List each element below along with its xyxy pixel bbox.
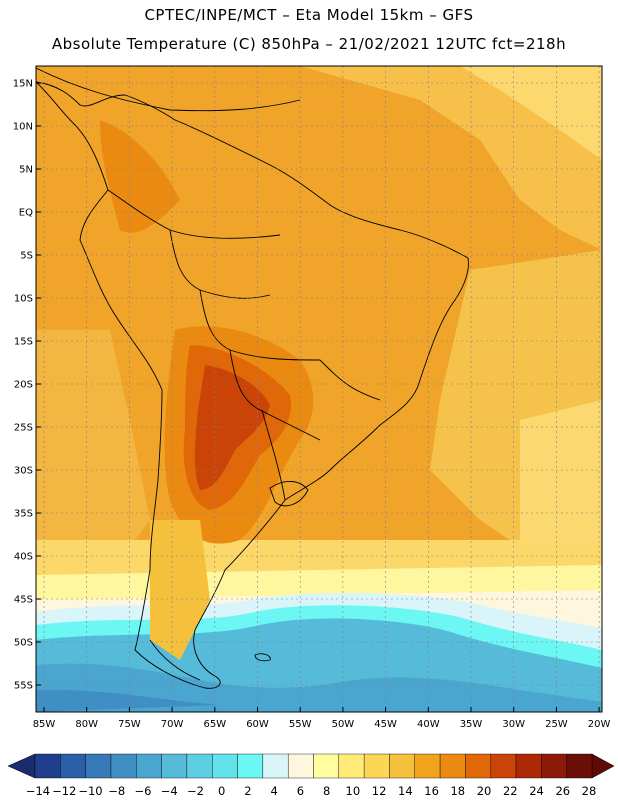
- colorbar-swatch: [338, 753, 365, 779]
- colorbar-swatch: [85, 753, 112, 779]
- colorbar-label: 16: [424, 784, 439, 798]
- lat-label: 25S: [14, 423, 33, 434]
- lon-label: 60W: [246, 719, 269, 730]
- colorbar-label: −14: [26, 784, 50, 798]
- uruguay-coast: [269, 481, 309, 507]
- colorbar-label: −12: [52, 784, 76, 798]
- tierra-del-fuego-coast: [149, 639, 201, 681]
- lat-label: 40S: [14, 552, 33, 563]
- colorbar-label: 4: [270, 784, 277, 798]
- colorbar-swatch: [414, 753, 441, 779]
- colorbar-swatch: [465, 753, 491, 779]
- falklands-coast: [254, 653, 271, 662]
- lon-label: 65W: [203, 719, 226, 730]
- colorbar-label: 12: [372, 784, 387, 798]
- coastline-layer: [36, 67, 469, 689]
- lat-label: 45S: [14, 595, 33, 606]
- lat-label: 10S: [14, 294, 33, 305]
- field-pacific-west: [36, 330, 150, 560]
- temperature-colorbar: −14 −12 −10 −8 −6 −4 −2 0 2 4 6 8 10 12 14 16 18 20 22 24 26…: [7, 753, 615, 798]
- colorbar-label: −2: [187, 784, 204, 798]
- colorbar-swatch: [186, 753, 213, 779]
- colorbar-label: 24: [529, 784, 544, 798]
- colorbar-swatch: [541, 753, 567, 779]
- colorbar-swatch: [34, 753, 61, 779]
- lat-label: 55S: [14, 681, 33, 692]
- colorbar-swatch: [212, 753, 238, 779]
- country-borders: [107, 189, 381, 501]
- colorbar-swatch: [566, 753, 593, 779]
- lat-label: 20S: [14, 380, 33, 391]
- lon-label: 30W: [502, 719, 525, 730]
- lat-label: 15S: [14, 337, 33, 348]
- lon-label: 55W: [289, 719, 312, 730]
- colorbar-swatch: [110, 753, 137, 779]
- lon-label: 85W: [33, 719, 56, 730]
- colorbar-swatch: [490, 753, 517, 779]
- map-title-line1: CPTEC/INPE/MCT – Eta Model 15km – GFS: [144, 6, 474, 24]
- colorbar-swatch: [287, 753, 314, 779]
- colorbar-label: 8: [323, 784, 330, 798]
- lat-label: 15N: [13, 79, 33, 90]
- lat-lon-grid: [36, 66, 602, 712]
- field-atlantic-north: [300, 66, 602, 250]
- colorbar-label: 14: [398, 784, 413, 798]
- latitude-axis: 15N 10N 5N EQ 5S 10S 15S 20S 25S 30S 35S 40S 45S 50S 5…: [13, 79, 41, 692]
- lon-label: 80W: [75, 719, 98, 730]
- lat-label: 30S: [14, 466, 33, 477]
- field-andes-north: [100, 120, 180, 233]
- field-cold-5: [36, 689, 220, 712]
- lon-label: 40W: [417, 719, 440, 730]
- colorbar-swatch: [515, 753, 542, 779]
- lat-label: 10N: [13, 122, 33, 133]
- lon-label: 70W: [161, 719, 184, 730]
- colorbar-swatch: [161, 753, 188, 779]
- lon-label: 75W: [118, 719, 141, 730]
- colorbar-label: −4: [161, 784, 178, 798]
- colorbar-swatch: [363, 753, 390, 779]
- colorbar-label: 18: [450, 784, 465, 798]
- lat-label: 50S: [14, 638, 33, 649]
- lon-label: 20W: [588, 719, 611, 730]
- colorbar-label: 22: [503, 784, 518, 798]
- colorbar-swatch: [262, 753, 289, 779]
- colorbar-swatch: [389, 753, 415, 779]
- colorbar-swatch: [60, 753, 86, 779]
- lat-label: 5N: [19, 165, 33, 176]
- colorbar-label: 2: [244, 784, 251, 798]
- lat-label: 5S: [20, 251, 33, 262]
- colorbar-swatch: [136, 753, 162, 779]
- colorbar-label: 0: [218, 784, 225, 798]
- south-america-coastline: [36, 81, 469, 689]
- field-atlantic-north-light: [460, 66, 602, 160]
- colorbar-swatch: [439, 753, 466, 779]
- colorbar-label: −8: [108, 784, 125, 798]
- field-hottest-region: [194, 365, 270, 490]
- map-frame: [35, 65, 603, 713]
- colorbar-label: −6: [134, 784, 151, 798]
- temperature-field: [36, 66, 602, 712]
- colorbar-swatch: [313, 753, 340, 779]
- field-patagonia: [150, 520, 210, 660]
- lat-label: EQ: [19, 208, 33, 219]
- colorbar-label: 20: [477, 784, 492, 798]
- lon-label: 50W: [332, 719, 355, 730]
- colorbar-label: 6: [297, 784, 304, 798]
- caribbean-coast: [36, 67, 301, 112]
- lon-label: 45W: [374, 719, 397, 730]
- lon-label: 35W: [460, 719, 483, 730]
- colorbar-over-arrow: [591, 753, 615, 779]
- field-cold-4: [36, 663, 602, 712]
- lat-label: 35S: [14, 509, 33, 520]
- map-title-line2: Absolute Temperature (C) 850hPa – 21/02/…: [51, 35, 567, 53]
- colorbar-label: −10: [78, 784, 102, 798]
- colorbar-label: 10: [346, 784, 361, 798]
- colorbar-label: 26: [555, 784, 570, 798]
- lon-label: 25W: [545, 719, 568, 730]
- longitude-axis: 85W 80W 75W 70W 65W 60W 55W 50W 45W 40W 35W 30W 25W 2…: [33, 707, 611, 730]
- colorbar-swatch: [237, 753, 264, 779]
- colorbar-label: 28: [582, 784, 597, 798]
- colorbar-under-arrow: [7, 753, 36, 779]
